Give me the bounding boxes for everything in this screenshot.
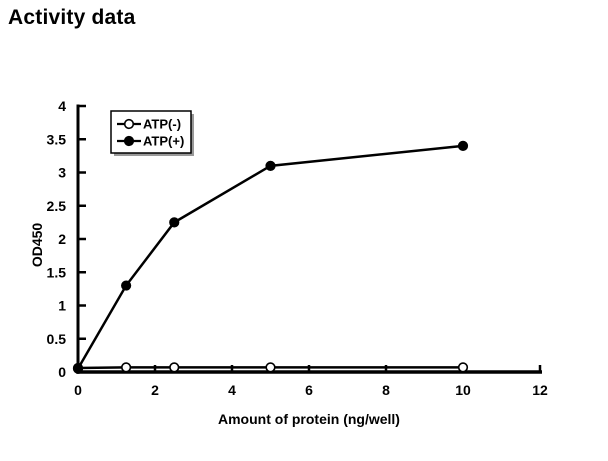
chart-title: Activity data: [8, 6, 136, 29]
x-tick-label: 4: [228, 382, 236, 398]
filled-circle-marker-1: [265, 160, 276, 171]
series-line-1: [76, 144, 464, 370]
legend-filled-circle-icon: [123, 135, 135, 147]
x-tick-label: 6: [305, 382, 313, 398]
open-circle-marker-0: [265, 362, 276, 373]
y-tick-label: 0.5: [47, 331, 67, 347]
y-tick-label: 2: [58, 231, 66, 247]
legend-label-0: ATP(-): [143, 117, 181, 132]
y-tick-label: 3.5: [47, 131, 67, 147]
open-circle-marker-0: [457, 362, 469, 373]
filled-circle-marker-1: [121, 280, 132, 291]
y-tick-label: 3: [58, 165, 66, 181]
x-axis-title: Amount of protein (ng/well): [218, 411, 400, 427]
legend-label-1: ATP(+): [143, 134, 184, 149]
y-tick-label: 1: [58, 298, 66, 314]
x-tick-label: 0: [74, 382, 82, 398]
x-tick-label: 2: [151, 382, 159, 398]
y-tick-label: 2.5: [47, 198, 67, 214]
y-tick-label: 1.5: [47, 264, 67, 280]
x-tick-label: 10: [455, 382, 471, 398]
filled-circle-marker-1: [457, 140, 469, 151]
filled-circle-marker-1: [169, 217, 180, 228]
y-axis-title: OD450: [29, 222, 45, 268]
y-tick-label: 0: [58, 364, 66, 380]
legend-open-circle-icon: [123, 118, 135, 130]
x-tick-label: 8: [382, 382, 390, 398]
open-circle-marker-0: [121, 362, 132, 373]
y-tick-label: 4: [58, 98, 66, 114]
legend-box: [110, 110, 192, 154]
x-tick-label: 12: [532, 382, 548, 398]
open-circle-marker-0: [169, 362, 180, 373]
filled-circle-marker-1: [72, 363, 84, 374]
